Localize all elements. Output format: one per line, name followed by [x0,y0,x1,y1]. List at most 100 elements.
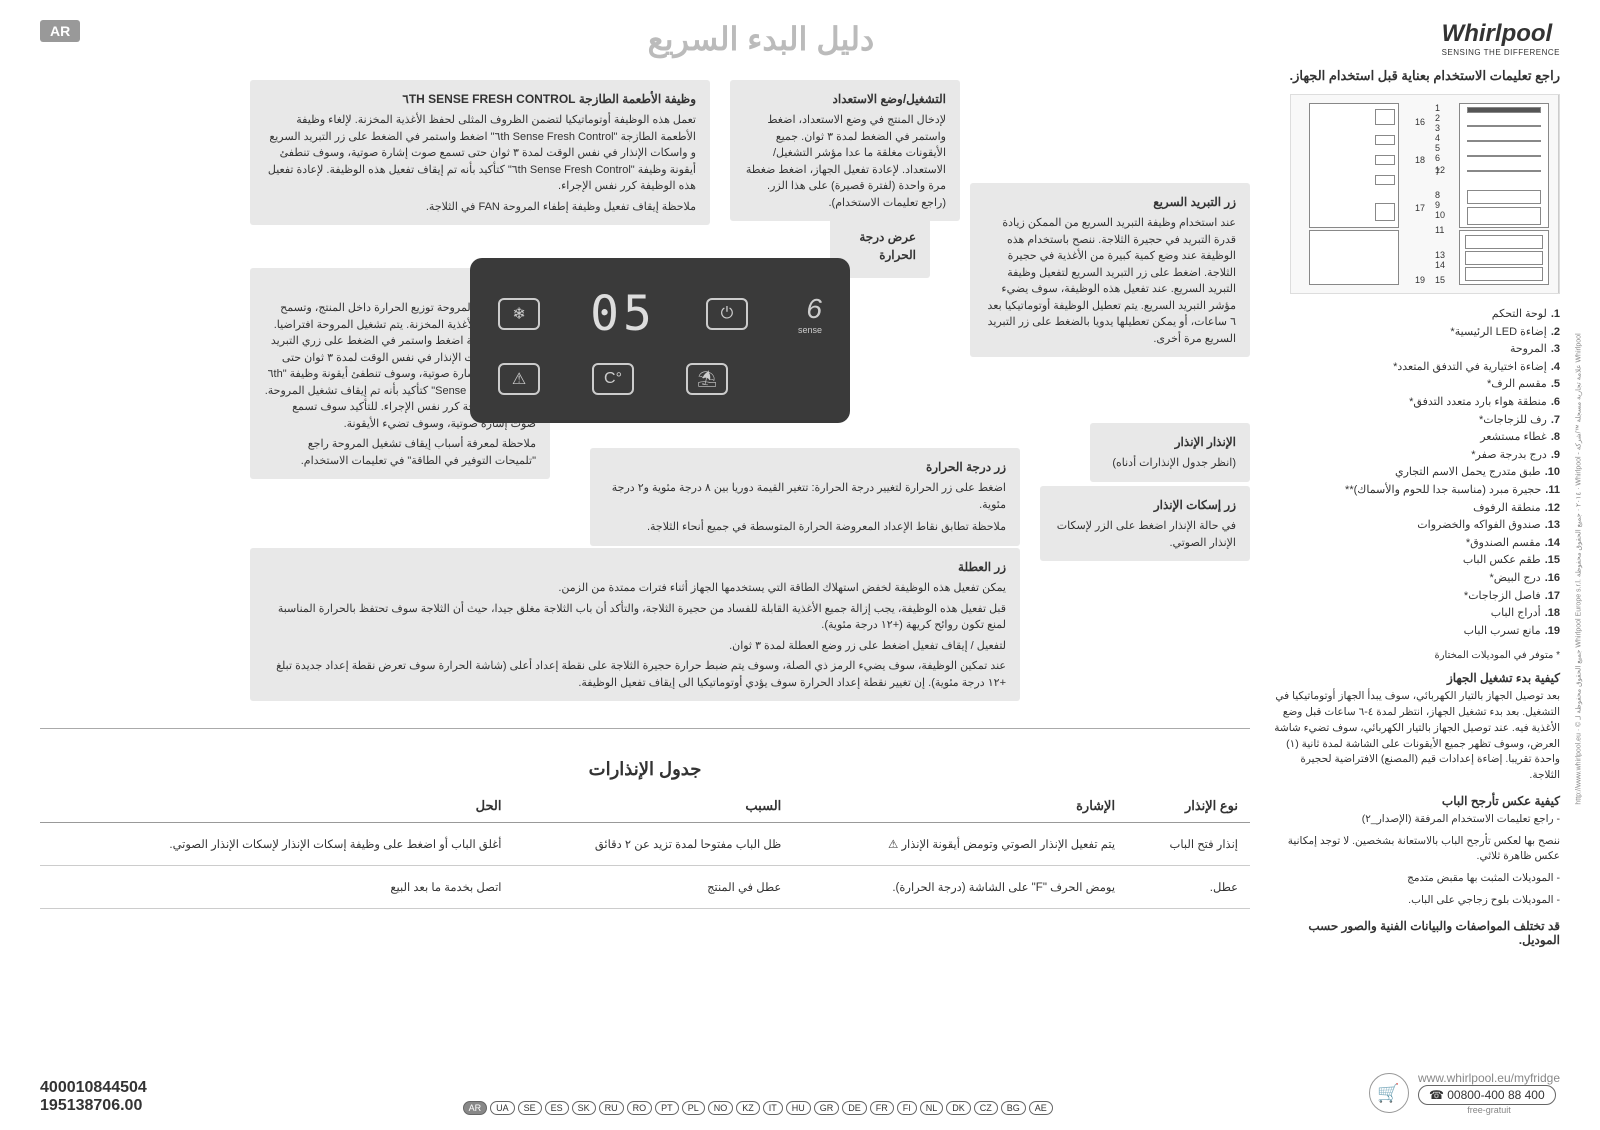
table-cell: عطل في المنتج [513,866,793,909]
temp-button-icon[interactable]: °C [592,363,634,395]
table-cell: إنذار فتح الباب [1127,823,1250,866]
lang-code-de: DE [842,1101,867,1115]
vacation-p2: قبل تفعيل هذه الوظيفة، يجب إزالة جميع ال… [264,601,1006,634]
part-item: 18.أدراج الباب [1270,605,1560,623]
lang-code-nl: NL [920,1101,944,1115]
lang-code-fr: FR [870,1101,894,1115]
part-item: 13.صندوق الفواكه والخضروات [1270,517,1560,535]
lang-code-ar: AR [463,1101,488,1115]
part-item: 19.مانع تسرب الباب [1270,623,1560,641]
table-row: عطل.يومض الحرف "F" على الشاشة (درجة الحر… [40,866,1250,909]
language-codes: ARUASEESSKRUROPTPLNOKZITHUGRDEFRFINLDKCZ… [463,1101,1053,1115]
lang-code-pl: PL [682,1101,705,1115]
callout-standby: التشغيل/وضع الاستعداد لإدخال المنتج في و… [730,80,960,221]
page-title: دليل البدء السريع [648,20,875,58]
lang-code-gr: GR [814,1101,840,1115]
section-divider [40,728,1250,729]
lang-code-hu: HU [786,1101,811,1115]
lang-code-it: IT [763,1101,783,1115]
door-p3: - الموديلات المثبت بها مقبض متدمج [1270,871,1560,887]
sense-heading: وظيفة الأطعمة الطازجة ٦TH SENSE FRESH CO… [264,90,696,108]
sense-icon: 6sense [798,293,822,335]
contact-url: www.whirlpool.eu/myfridge [1418,1071,1560,1085]
contact-block: 🛒 www.whirlpool.eu/myfridge ☎ 00800-400 … [1369,1071,1560,1115]
main-instruction: راجع تعليمات الاستخدام بعناية قبل استخدا… [1270,68,1560,84]
lang-code-ae: AE [1029,1101,1053,1115]
temp-btn-text: اضغط على زر الحرارة لتغيير درجة الحرارة:… [604,480,1006,513]
standby-heading: التشغيل/وضع الاستعداد [744,90,946,108]
table-header: نوع الإنذار [1127,790,1250,823]
alarm-ind-text: (انظر جدول الإنذارات أدناه) [1104,455,1236,472]
temp-display: 05 [590,286,656,342]
part-numbers: 400010844504 195138706.00 [40,1079,147,1115]
standby-text: لإدخال المنتج في وضع الاستعداد، اضغط واس… [744,112,946,211]
mute-heading: زر إسكات الإنذار [1054,496,1236,514]
lang-code-ro: RO [627,1101,653,1115]
part-item: 15.طقم عكس الباب [1270,552,1560,570]
table-row: إنذار فتح البابيتم تفعيل الإنذار الصوتي … [40,823,1250,866]
part-number-2: 195138706.00 [40,1097,147,1115]
vacation-p4: عند تمكين الوظيفة، سوف يضيء الرمز ذي الص… [264,658,1006,691]
part-item: 3.المروحة [1270,341,1560,359]
lang-code-kz: KZ [736,1101,760,1115]
part-item: 6.منطقة هواء بارد متعدد التدفق* [1270,394,1560,412]
vacation-heading: زر العطلة [264,558,1006,576]
table-cell: عطل. [1127,866,1250,909]
startup-text: بعد توصيل الجهاز بالتيار الكهربائي، سوف … [1270,689,1560,784]
alarm-table-section: جدول الإنذارات نوع الإنذارالإشارةالسببال… [40,759,1250,909]
part-item: 11.حجيرة مبرد (مناسبة جدا للحوم والأسماك… [1270,482,1560,500]
callout-sense: وظيفة الأطعمة الطازجة ٦TH SENSE FRESH CO… [250,80,710,225]
lang-code-ua: UA [490,1101,515,1115]
startup-heading: كيفية بدء تشغيل الجهاز [1270,671,1560,685]
sense-note: ملاحظة إيقاف تفعيل وظيفة إطفاء المروحة F… [264,199,696,216]
callout-vacation: زر العطلة يمكن تفعيل هذه الوظيفة لخفض اس… [250,548,1020,701]
callout-alarm-indicator: الإنذار الإنذار (انظر جدول الإنذارات أدن… [1090,423,1250,482]
temp-btn-heading: زر درجة الحرارة [604,458,1006,476]
callout-mute: زر إسكات الإنذار في حالة الإنذار اضغط عل… [1040,486,1250,561]
temp-disp-heading: عرض درجة الحرارة [844,228,916,264]
lang-code-es: ES [545,1101,569,1115]
disclaimer: قد تختلف المواصفات والبيانات الفنية والص… [1270,919,1560,947]
alarm-ind-heading: الإنذار الإنذار [1104,433,1236,451]
power-icon[interactable]: ⏻ [706,298,748,330]
phone-sub: free-gratuit [1418,1105,1560,1115]
contact-phone: ☎ 00800-400 88 400 [1418,1085,1556,1105]
part-item: 2.إضاءة LED الرئيسية* [1270,324,1560,342]
alarm-icon[interactable]: ⚠ [498,363,540,395]
table-header: الإشارة [793,790,1127,823]
sense-text: تعمل هذه الوظيفة أوتوماتيكيا لتضمن الظرو… [264,112,696,195]
vacation-p3: لتفعيل / إيقاف تفعيل اضغط على زر وضع الع… [264,638,1006,655]
language-badge: AR [40,20,80,42]
fastcool-icon[interactable]: ❄ [498,298,540,330]
lang-code-fi: FI [897,1101,917,1115]
brand-block: Whirlpool SENSING THE DIFFERENCE [1442,20,1560,57]
vacation-p1: يمكن تفعيل هذه الوظيفة لخفض استهلاك الطا… [264,580,1006,597]
door-heading: كيفية عكس تأرجح الباب [1270,794,1560,808]
lang-code-bg: BG [1001,1101,1026,1115]
part-item: 10.طبق متدرج يحمل الاسم التجاري [1270,464,1560,482]
alarm-table: نوع الإنذارالإشارةالسببالحل إنذار فتح ال… [40,790,1250,909]
fan-note: ملاحظة لمعرفة أسباب إيقاف تشغيل المروحة … [264,436,536,469]
part-item: 5.مقسم الرف* [1270,376,1560,394]
door-p4: - الموديلات بلوح زجاجي على الباب. [1270,893,1560,909]
part-item: 7.رف للزجاجات* [1270,412,1560,430]
door-p1: - راجع تعليمات الاستخدام المرفقة (الإصدا… [1270,812,1560,828]
lang-code-se: SE [518,1101,542,1115]
control-panel: 6sense ⏻ 05 ❄ ⛱ °C ⚠ [470,258,850,423]
door-p2: ننصح بها لعكس تأرجح الباب بالاستعانة بشخ… [1270,834,1560,866]
callout-fastcool: زر التبريد السريع عند استخدام وظيفة التب… [970,183,1250,357]
lang-code-ru: RU [599,1101,624,1115]
table-cell: يتم تفعيل الإنذار الصوتي وتومض أيقونة ال… [793,823,1127,866]
part-item: 16.درج البيض* [1270,570,1560,588]
brand-name: Whirlpool [1442,20,1560,48]
table-cell: اتصل بخدمة ما بعد البيع [40,866,513,909]
lang-code-sk: SK [572,1101,596,1115]
table-header: الحل [40,790,513,823]
part-item: 14.مقسم الصندوق* [1270,535,1560,553]
lang-code-cz: CZ [974,1101,998,1115]
appliance-diagram: 1 2 3 4 5 6 7 12 8 9 10 11 13 14 15 [1290,94,1560,294]
asterisk-note: * متوفر في الموديلات المختارة [1270,650,1560,661]
vacation-icon[interactable]: ⛱ [686,363,728,395]
table-cell: يومض الحرف "F" على الشاشة (درجة الحرارة)… [793,866,1127,909]
lang-code-no: NO [708,1101,734,1115]
